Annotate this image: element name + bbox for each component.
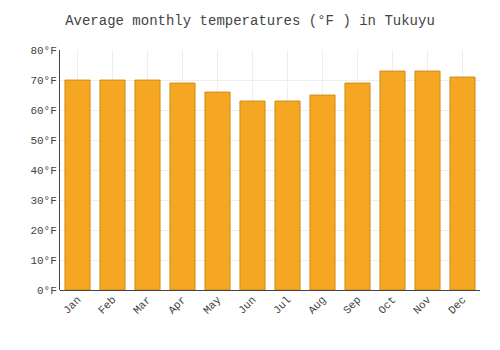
svg-text:Dec: Dec: [446, 294, 468, 316]
svg-text:10°F: 10°F: [30, 255, 56, 267]
svg-text:Aug: Aug: [306, 294, 328, 316]
svg-text:0°F: 0°F: [37, 285, 57, 297]
svg-text:50°F: 50°F: [30, 135, 56, 147]
svg-text:40°F: 40°F: [30, 165, 56, 177]
svg-text:Nov: Nov: [411, 294, 434, 317]
svg-text:Feb: Feb: [96, 294, 118, 316]
svg-text:May: May: [201, 294, 224, 317]
svg-text:70°F: 70°F: [30, 75, 56, 87]
svg-text:Average monthly temperatures (: Average monthly temperatures (°F ) in Tu…: [65, 13, 435, 29]
svg-text:20°F: 20°F: [30, 225, 56, 237]
svg-text:60°F: 60°F: [30, 105, 56, 117]
svg-text:Sep: Sep: [341, 294, 363, 316]
svg-text:Apr: Apr: [166, 294, 188, 316]
svg-text:30°F: 30°F: [30, 195, 56, 207]
svg-text:80°F: 80°F: [30, 45, 56, 57]
svg-text:Mar: Mar: [131, 294, 153, 316]
svg-text:Oct: Oct: [376, 294, 398, 316]
svg-text:Jun: Jun: [236, 294, 258, 316]
svg-text:Jul: Jul: [271, 294, 293, 316]
svg-text:Jan: Jan: [61, 294, 83, 316]
